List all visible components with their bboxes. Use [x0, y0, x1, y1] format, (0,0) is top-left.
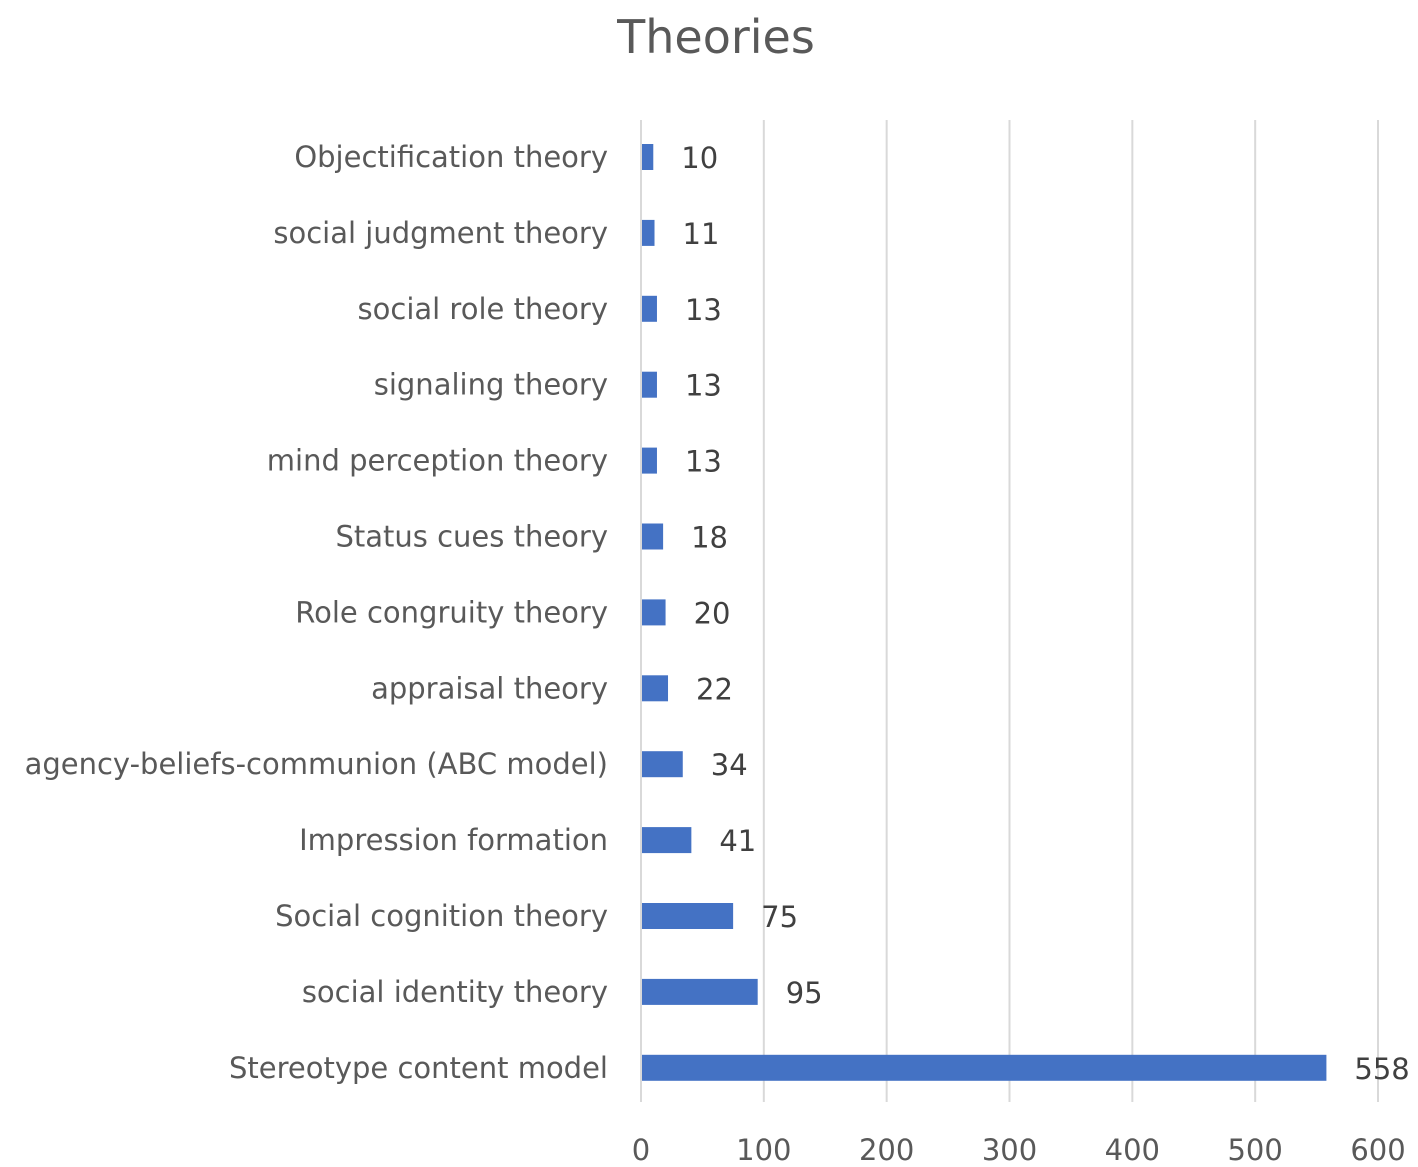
x-tick-label: 100 [736, 1133, 791, 1167]
bar [641, 144, 654, 170]
x-tick-label: 600 [1350, 1133, 1405, 1167]
bar [641, 751, 683, 778]
category-label: Impression formation [299, 823, 608, 857]
data-label: 13 [685, 445, 722, 479]
bar [641, 599, 666, 626]
bar [641, 978, 758, 1005]
data-labels: 10 11 13 13 13 18 20 22 34 41 75 95 558 [681, 141, 1409, 1086]
bar [641, 827, 692, 854]
x-tick-label: 300 [982, 1133, 1037, 1167]
category-labels: Objectification theory social judgment th… [25, 140, 608, 1085]
data-label: 18 [691, 521, 728, 555]
category-label: Status cues theory [335, 520, 608, 554]
category-label: social identity theory [302, 975, 608, 1009]
chart-title: Theories [616, 10, 815, 64]
bar [641, 295, 657, 322]
category-label: signaling theory [374, 368, 608, 402]
bars [641, 144, 1327, 1081]
category-label: Objectification theory [294, 140, 608, 174]
data-label: 20 [694, 596, 731, 630]
x-tick-label: 400 [1105, 1133, 1160, 1167]
data-label: 95 [786, 976, 823, 1010]
category-label: appraisal theory [371, 671, 608, 705]
x-tick-label: 0 [632, 1133, 650, 1167]
data-label: 13 [685, 369, 722, 403]
x-tick-label: 500 [1227, 1133, 1282, 1167]
bar [641, 447, 657, 474]
bar [641, 1054, 1327, 1081]
category-label: Role congruity theory [295, 595, 608, 629]
data-label: 34 [711, 748, 748, 782]
gridlines [762, 120, 1379, 1102]
bar [641, 371, 657, 398]
x-tick-label: 200 [859, 1133, 914, 1167]
bar [641, 903, 734, 929]
data-label: 13 [685, 293, 722, 327]
x-axis-tick-labels: 0 100 200 300 400 500 600 [632, 1133, 1406, 1167]
data-label: 22 [696, 672, 733, 706]
data-label: 75 [761, 900, 798, 934]
data-label: 558 [1354, 1052, 1409, 1086]
bar [641, 675, 669, 702]
category-label: social role theory [358, 292, 608, 326]
bar [641, 219, 655, 246]
category-label: social judgment theory [273, 216, 608, 250]
bar [641, 523, 664, 550]
category-label: Stereotype content model [229, 1051, 608, 1085]
data-label: 10 [681, 141, 718, 175]
category-label: mind perception theory [267, 444, 608, 478]
category-label: agency-beliefs-communion (ABC model) [25, 747, 608, 781]
category-label: Social cognition theory [275, 899, 608, 933]
data-label: 11 [683, 217, 720, 251]
data-label: 41 [719, 824, 756, 858]
